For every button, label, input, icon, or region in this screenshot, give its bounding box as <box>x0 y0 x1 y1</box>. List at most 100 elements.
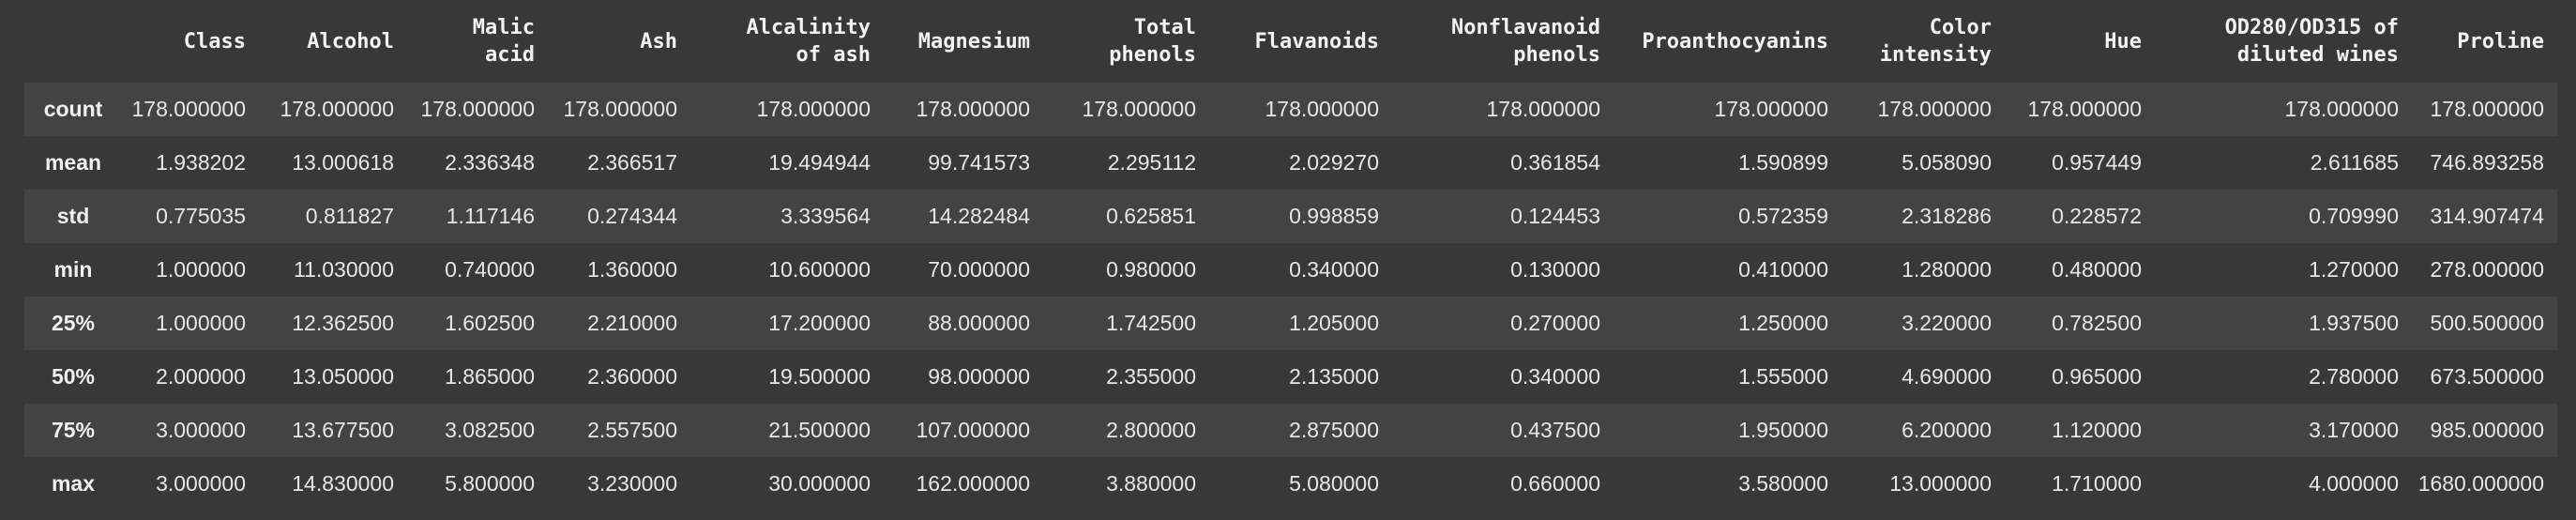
table-cell: 178.000000 <box>280 97 394 121</box>
row-label: max <box>51 471 96 496</box>
table-cell: 1.865000 <box>445 364 535 389</box>
table-cell: 178.000000 <box>1486 97 1600 121</box>
table-cell: 0.625851 <box>1106 204 1196 228</box>
table-cell: 1.937500 <box>2309 311 2399 335</box>
table-cell: 2.029270 <box>1289 150 1379 175</box>
table-cell: 88.000000 <box>928 311 1030 335</box>
table-cell: 1.555000 <box>1738 364 1828 389</box>
table-cell: 0.709990 <box>2309 204 2399 228</box>
table-cell: 0.340000 <box>1510 364 1600 389</box>
table-row: 50% 2.000000 13.050000 1.865000 2.360000 19.5… <box>24 350 2557 404</box>
table-cell: 178.000000 <box>916 97 1030 121</box>
row-label: 75% <box>51 418 96 442</box>
table-header: Class Alcohol Malic acid Ash Alcalinity of a… <box>24 0 2557 83</box>
column-header: Hue <box>2104 29 2142 54</box>
table-cell: 0.980000 <box>1106 257 1196 282</box>
column-header: OD280/OD315 of diluted wines <box>2224 16 2399 67</box>
table-cell: 1.602500 <box>445 311 535 335</box>
column-header: Proanthocyanins <box>1642 29 1828 54</box>
table-cell: 13.000618 <box>292 150 394 175</box>
table-cell: 162.000000 <box>916 471 1030 496</box>
table-cell: 3.220000 <box>1902 311 1992 335</box>
row-label: min <box>53 257 93 282</box>
table-cell: 1.710000 <box>2052 471 2142 496</box>
table-cell: 12.362500 <box>292 311 394 335</box>
column-header: Malic acid <box>472 16 535 67</box>
table-cell: 1.280000 <box>1902 257 1992 282</box>
table-cell: 30.000000 <box>768 471 871 496</box>
table-row: min 1.000000 11.030000 0.740000 1.360000 10.6… <box>24 243 2557 297</box>
table-cell: 0.957449 <box>2052 150 2142 175</box>
table-cell: 13.677500 <box>292 418 394 442</box>
table-cell: 314.907474 <box>2430 204 2544 228</box>
column-header: Flavanoids <box>1254 29 1379 54</box>
table-cell: 2.295112 <box>1107 150 1196 175</box>
header-row: Class Alcohol Malic acid Ash Alcalinity of a… <box>24 0 2557 83</box>
table-cell: 1.205000 <box>1289 311 1379 335</box>
table-cell: 1.270000 <box>2309 257 2399 282</box>
table-row: std 0.775035 0.811827 1.117146 0.274344 3.339… <box>24 190 2557 243</box>
table-cell: 178.000000 <box>2027 97 2142 121</box>
table-cell: 1.120000 <box>2052 418 2142 442</box>
column-header: Alcalinity of ash <box>746 16 871 67</box>
table-cell: 0.270000 <box>1510 311 1600 335</box>
table-cell: 3.580000 <box>1738 471 1828 496</box>
table-cell: 0.965000 <box>2052 364 2142 389</box>
table-cell: 3.082500 <box>445 418 535 442</box>
table-cell: 1.742500 <box>1106 311 1196 335</box>
table-cell: 2.611685 <box>2310 150 2399 175</box>
table-cell: 0.811827 <box>305 204 394 228</box>
table-cell: 0.660000 <box>1510 471 1600 496</box>
table-cell: 0.274344 <box>587 204 677 228</box>
row-label: mean <box>44 150 102 175</box>
table-row: count 178.000000 178.000000 178.000000 178.0… <box>24 83 2557 136</box>
table-cell: 2.875000 <box>1289 418 1379 442</box>
table-cell: 673.500000 <box>2430 364 2544 389</box>
table-cell: 178.000000 <box>756 97 871 121</box>
table-cell: 1.000000 <box>156 311 246 335</box>
table-cell: 178.000000 <box>2284 97 2399 121</box>
row-label: 50% <box>51 364 96 389</box>
column-header: Ash <box>640 29 677 54</box>
table-cell: 1.250000 <box>1738 311 1828 335</box>
table-cell: 19.500000 <box>768 364 871 389</box>
table-cell: 70.000000 <box>928 257 1030 282</box>
table-cell: 0.572359 <box>1738 204 1828 228</box>
table-row: max 3.000000 14.830000 5.800000 3.230000 30.0… <box>24 457 2557 511</box>
table-cell: 1.000000 <box>156 257 246 282</box>
table-cell: 11.030000 <box>293 257 394 282</box>
table-cell: 0.228572 <box>2052 204 2142 228</box>
table-cell: 985.000000 <box>2430 418 2544 442</box>
describe-output-table-container: Class Alcohol Malic acid Ash Alcalinity of a… <box>24 0 2557 511</box>
table-cell: 3.230000 <box>587 471 677 496</box>
table-cell: 3.000000 <box>156 418 246 442</box>
table-cell: 0.998859 <box>1289 204 1379 228</box>
table-cell: 178.000000 <box>563 97 677 121</box>
column-header: Proline <box>2457 29 2544 54</box>
table-cell: 0.775035 <box>156 204 246 228</box>
table-cell: 178.000000 <box>2430 97 2544 121</box>
table-cell: 2.318286 <box>1902 204 1992 228</box>
table-cell: 98.000000 <box>928 364 1030 389</box>
table-cell: 6.200000 <box>1902 418 1992 442</box>
row-label: std <box>56 204 90 228</box>
column-header: Color intensity <box>1879 16 1992 67</box>
table-cell: 0.340000 <box>1289 257 1379 282</box>
table-cell: 10.600000 <box>768 257 871 282</box>
table-cell: 21.500000 <box>768 418 871 442</box>
table-cell: 178.000000 <box>1265 97 1379 121</box>
column-header: Magnesium <box>917 29 1030 54</box>
table-cell: 17.200000 <box>768 311 871 335</box>
table-cell: 107.000000 <box>916 418 1030 442</box>
table-cell: 1.590899 <box>1738 150 1828 175</box>
column-header: Class <box>183 29 246 54</box>
index-header <box>24 0 122 83</box>
table-cell: 178.000000 <box>131 97 246 121</box>
table-row: 25% 1.000000 12.362500 1.602500 2.210000 17.2… <box>24 297 2557 350</box>
table-cell: 5.058090 <box>1902 150 1992 175</box>
table-cell: 2.557500 <box>587 418 677 442</box>
table-cell: 99.741573 <box>928 150 1030 175</box>
table-cell: 0.437500 <box>1510 418 1600 442</box>
table-cell: 178.000000 <box>1714 97 1828 121</box>
table-cell: 178.000000 <box>1082 97 1196 121</box>
